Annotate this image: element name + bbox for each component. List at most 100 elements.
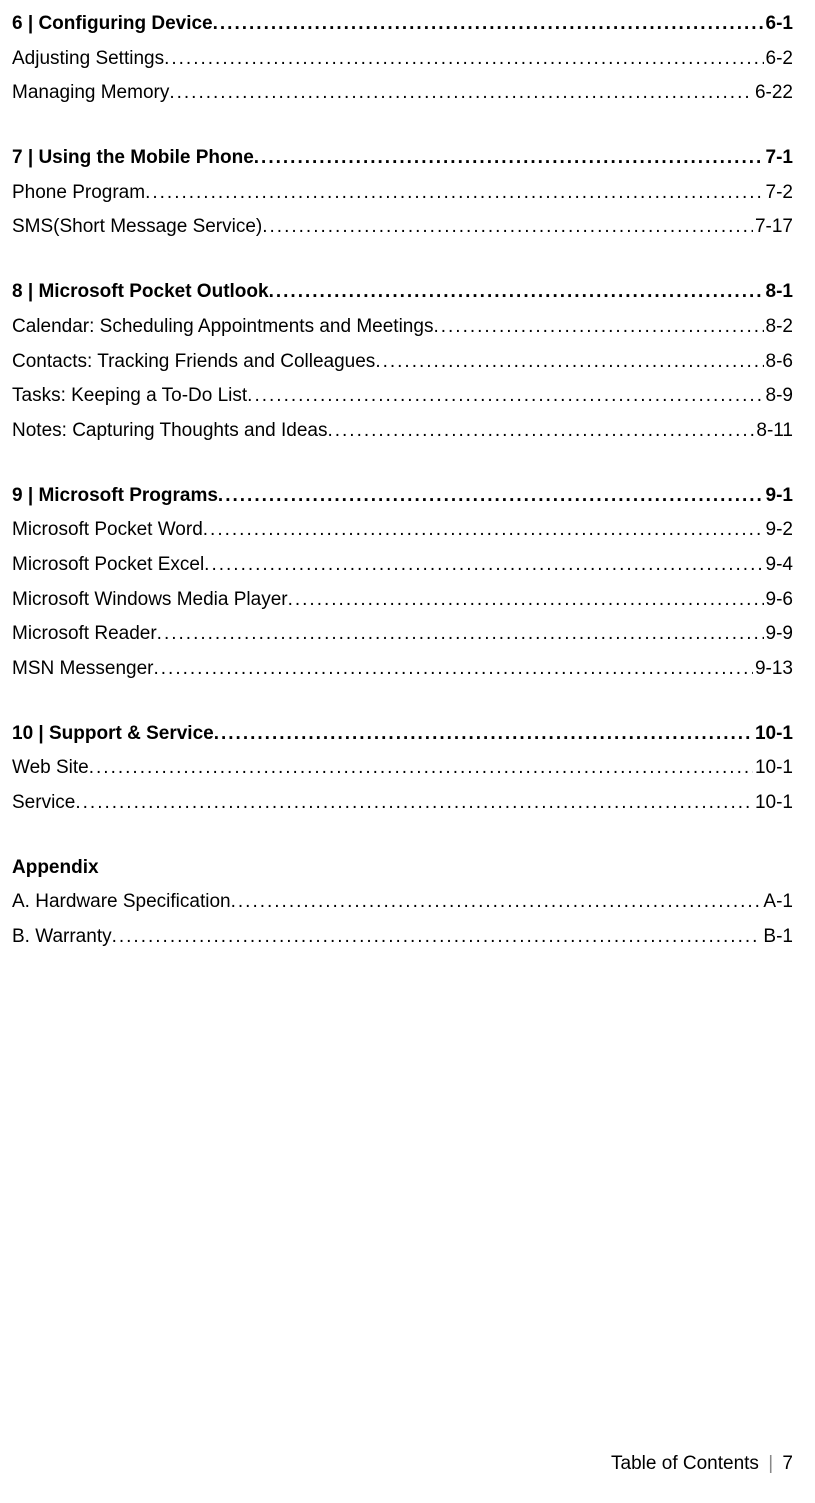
toc-item: A. Hardware Specification A-1 — [12, 890, 793, 915]
toc-item-page: 6-22 — [753, 81, 793, 106]
toc-leader-dots — [327, 419, 754, 444]
toc-item-title: Calendar: Scheduling Appointments and Me… — [12, 315, 433, 340]
toc-item-title: Notes: Capturing Thoughts and Ideas — [12, 419, 327, 444]
toc-section-title: 9 | Microsoft Programs — [12, 484, 218, 509]
toc-item-title: Microsoft Pocket Excel — [12, 553, 204, 578]
toc-item-title: Microsoft Reader — [12, 622, 157, 647]
toc-item-title: A. Hardware Specification — [12, 890, 231, 915]
toc-leader-dots — [254, 146, 764, 171]
section-spacer — [12, 826, 793, 856]
toc-item-title: Microsoft Pocket Word — [12, 518, 203, 543]
toc-section-heading: 6 | Configuring Device 6-1 — [12, 12, 793, 37]
section-spacer — [12, 250, 793, 280]
toc-item-page: 9-9 — [764, 622, 793, 647]
toc-item-page: 7-2 — [764, 181, 793, 206]
toc-item: Microsoft Pocket Word 9-2 — [12, 518, 793, 543]
toc-item-title: SMS(Short Message Service) — [12, 215, 262, 240]
toc-appendix-title: Appendix — [12, 856, 99, 881]
toc-item-title: Tasks: Keeping a To-Do List — [12, 384, 247, 409]
toc-item-page: 9-4 — [764, 553, 793, 578]
page-footer: Table of Contents | 7 — [611, 1453, 793, 1475]
toc-section-page: 7-1 — [764, 146, 793, 171]
toc-section-heading: 8 | Microsoft Pocket Outlook 8-1 — [12, 280, 793, 305]
toc-item: Managing Memory 6-22 — [12, 81, 793, 106]
toc-item-title: B. Warranty — [12, 925, 112, 950]
toc-section-page: 9-1 — [764, 484, 793, 509]
toc-item-title: Contacts: Tracking Friends and Colleague… — [12, 350, 375, 375]
toc-leader-dots — [262, 215, 753, 240]
toc-item-page: 9-13 — [753, 657, 793, 682]
toc-item-page: 9-6 — [764, 588, 793, 613]
toc-section-heading: 10 | Support & Service 10-1 — [12, 722, 793, 747]
toc-item: Contacts: Tracking Friends and Colleague… — [12, 350, 793, 375]
toc-item-title: Phone Program — [12, 181, 145, 206]
toc-item-page: 8-6 — [764, 350, 793, 375]
toc-item-page: 7-17 — [753, 215, 793, 240]
toc-leader-dots — [154, 657, 753, 682]
toc-leader-dots — [218, 484, 764, 509]
toc-item-page: 8-2 — [764, 315, 793, 340]
toc-leader-dots — [213, 12, 764, 37]
toc-item-page: 6-2 — [764, 47, 793, 72]
toc-item: Service 10-1 — [12, 791, 793, 816]
toc-item-title: MSN Messenger — [12, 657, 154, 682]
toc-item: MSN Messenger 9-13 — [12, 657, 793, 682]
toc-item: Adjusting Settings 6-2 — [12, 47, 793, 72]
toc-item: Tasks: Keeping a To-Do List 8-9 — [12, 384, 793, 409]
toc-appendix-heading: Appendix — [12, 856, 793, 881]
toc-item-page: 10-1 — [753, 756, 793, 781]
toc-item: Microsoft Windows Media Player 9-6 — [12, 588, 793, 613]
toc-leader-dots — [112, 925, 762, 950]
toc-item-page: 10-1 — [753, 791, 793, 816]
toc-item: Microsoft Reader 9-9 — [12, 622, 793, 647]
toc-leader-dots — [433, 315, 763, 340]
toc-leader-dots — [169, 81, 753, 106]
toc-leader-dots — [157, 622, 764, 647]
toc-item: Calendar: Scheduling Appointments and Me… — [12, 315, 793, 340]
toc-item: B. Warranty B-1 — [12, 925, 793, 950]
toc-leader-dots — [375, 350, 763, 375]
toc-item: Notes: Capturing Thoughts and Ideas 8-11 — [12, 419, 793, 444]
toc-section-heading: 7 | Using the Mobile Phone 7-1 — [12, 146, 793, 171]
toc-leader-dots — [247, 384, 763, 409]
toc-section-heading: 9 | Microsoft Programs 9-1 — [12, 484, 793, 509]
footer-label: Table of Contents — [611, 1453, 759, 1474]
toc-section-title: 8 | Microsoft Pocket Outlook — [12, 280, 269, 305]
toc-leader-dots — [75, 791, 753, 816]
toc-leader-dots — [204, 553, 763, 578]
toc-leader-dots — [145, 181, 763, 206]
toc-item: Microsoft Pocket Excel 9-4 — [12, 553, 793, 578]
toc-item-title: Service — [12, 791, 75, 816]
toc-section-page: 6-1 — [764, 12, 793, 37]
toc-leader-dots — [214, 722, 753, 747]
toc-section-page: 10-1 — [753, 722, 793, 747]
footer-separator: | — [764, 1453, 777, 1474]
toc-item-page: 9-2 — [764, 518, 793, 543]
toc-section-title: 6 | Configuring Device — [12, 12, 213, 37]
toc-leader-dots — [203, 518, 764, 543]
toc-item-title: Microsoft Windows Media Player — [12, 588, 288, 613]
toc-item-page: 8-11 — [754, 419, 793, 444]
toc-item-title: Adjusting Settings — [12, 47, 164, 72]
toc-container: 6 | Configuring Device 6-1 Adjusting Set… — [12, 12, 793, 950]
toc-section-title: 7 | Using the Mobile Phone — [12, 146, 254, 171]
toc-item-page: A-1 — [761, 890, 793, 915]
toc-leader-dots — [89, 756, 753, 781]
section-spacer — [12, 454, 793, 484]
toc-item: Phone Program 7-2 — [12, 181, 793, 206]
toc-item-page: B-1 — [761, 925, 793, 950]
toc-section-title: 10 | Support & Service — [12, 722, 214, 747]
toc-leader-dots — [288, 588, 764, 613]
footer-page-number: 7 — [782, 1453, 793, 1474]
toc-leader-dots — [269, 280, 764, 305]
toc-item-page: 8-9 — [764, 384, 793, 409]
toc-section-page: 8-1 — [764, 280, 793, 305]
section-spacer — [12, 692, 793, 722]
toc-leader-dots — [231, 890, 762, 915]
toc-item: SMS(Short Message Service) 7-17 — [12, 215, 793, 240]
toc-item-title: Managing Memory — [12, 81, 169, 106]
toc-item: Web Site 10-1 — [12, 756, 793, 781]
toc-item-title: Web Site — [12, 756, 89, 781]
section-spacer — [12, 116, 793, 146]
toc-leader-dots — [164, 47, 763, 72]
